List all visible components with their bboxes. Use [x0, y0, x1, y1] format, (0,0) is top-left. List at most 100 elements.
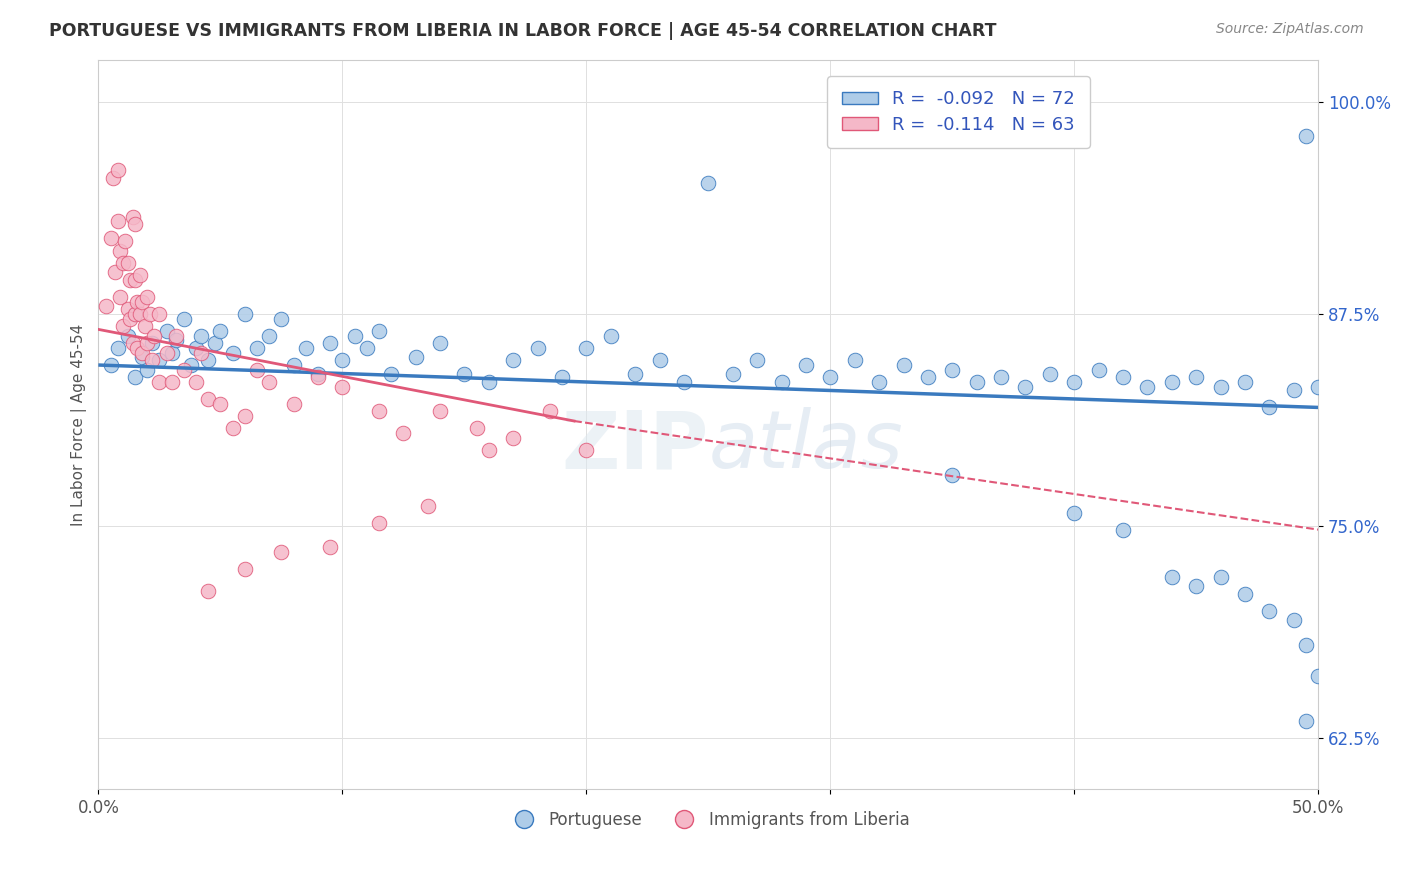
Point: [1063, 506, 1085, 520]
Point: [94, 299, 117, 313]
Point: [429, 404, 451, 418]
Point: [246, 363, 269, 377]
Point: [117, 256, 139, 270]
Point: [917, 370, 939, 384]
Point: [1282, 384, 1305, 398]
Point: [173, 363, 195, 377]
Point: [180, 358, 202, 372]
Point: [128, 268, 150, 282]
Point: [141, 335, 163, 350]
Point: [160, 346, 183, 360]
Point: [131, 346, 153, 360]
Point: [165, 329, 187, 343]
Point: [551, 370, 574, 384]
Point: [648, 353, 671, 368]
Point: [204, 335, 226, 350]
Point: [319, 335, 342, 350]
Point: [941, 363, 963, 377]
Point: [117, 301, 139, 316]
Point: [1112, 523, 1135, 537]
Point: [368, 404, 391, 418]
Point: [128, 307, 150, 321]
Point: [502, 353, 524, 368]
Point: [1185, 370, 1208, 384]
Point: [121, 211, 143, 225]
Point: [1295, 638, 1317, 652]
Point: [160, 375, 183, 389]
Point: [190, 329, 212, 343]
Point: [111, 318, 134, 333]
Point: [209, 324, 232, 338]
Point: [165, 333, 187, 347]
Point: [257, 375, 280, 389]
Point: [270, 312, 292, 326]
Point: [526, 341, 548, 355]
Point: [1063, 375, 1085, 389]
Point: [1308, 380, 1330, 394]
Point: [124, 217, 146, 231]
Point: [1160, 375, 1182, 389]
Point: [197, 583, 219, 598]
Point: [127, 295, 149, 310]
Point: [117, 329, 139, 343]
Point: [138, 307, 160, 321]
Point: [1136, 380, 1159, 394]
Point: [136, 290, 159, 304]
Point: [941, 468, 963, 483]
Point: [124, 273, 146, 287]
Point: [893, 358, 915, 372]
Point: [124, 307, 146, 321]
Point: [416, 499, 439, 513]
Point: [283, 397, 305, 411]
Point: [1209, 570, 1232, 584]
Point: [148, 353, 170, 368]
Point: [127, 341, 149, 355]
Point: [1112, 370, 1135, 384]
Point: [502, 431, 524, 445]
Point: [1160, 570, 1182, 584]
Point: [1295, 128, 1317, 143]
Point: [221, 421, 243, 435]
Point: [624, 367, 647, 381]
Point: [575, 341, 598, 355]
Point: [124, 370, 146, 384]
Point: [110, 290, 132, 304]
Point: [111, 256, 134, 270]
Point: [429, 335, 451, 350]
Point: [820, 370, 842, 384]
Point: [107, 341, 129, 355]
Point: [134, 318, 156, 333]
Point: [104, 265, 127, 279]
Point: [1308, 668, 1330, 682]
Point: [392, 425, 415, 440]
Point: [209, 397, 232, 411]
Point: [184, 341, 207, 355]
Point: [156, 324, 179, 338]
Point: [110, 244, 132, 259]
Point: [121, 335, 143, 350]
Point: [131, 350, 153, 364]
Point: [1014, 380, 1036, 394]
Text: PORTUGUESE VS IMMIGRANTS FROM LIBERIA IN LABOR FORCE | AGE 45-54 CORRELATION CHA: PORTUGUESE VS IMMIGRANTS FROM LIBERIA IN…: [49, 22, 997, 40]
Point: [319, 540, 342, 554]
Point: [294, 341, 316, 355]
Point: [257, 329, 280, 343]
Point: [405, 350, 427, 364]
Point: [173, 312, 195, 326]
Point: [197, 392, 219, 406]
Point: [124, 307, 146, 321]
Point: [270, 544, 292, 558]
Point: [770, 375, 793, 389]
Point: [1258, 604, 1281, 618]
Point: [143, 329, 166, 343]
Point: [233, 561, 256, 575]
Point: [148, 375, 170, 389]
Text: atlas: atlas: [709, 408, 903, 485]
Point: [368, 324, 391, 338]
Point: [141, 353, 163, 368]
Point: [184, 375, 207, 389]
Point: [120, 312, 142, 326]
Point: [844, 353, 866, 368]
Y-axis label: In Labor Force | Age 45-54: In Labor Force | Age 45-54: [72, 323, 87, 525]
Point: [197, 353, 219, 368]
